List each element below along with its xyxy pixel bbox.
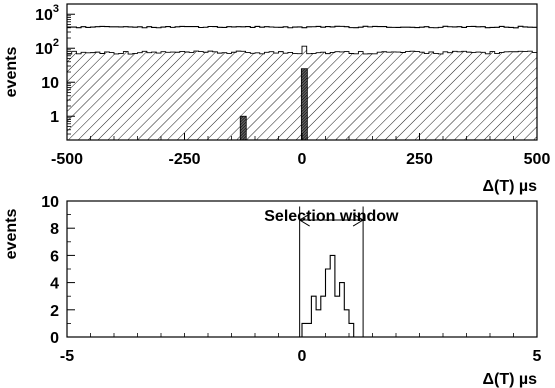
y-tick-label: 103 — [35, 3, 59, 24]
dark-bar — [239, 115, 247, 141]
window-label: Selection window — [264, 208, 399, 225]
bottom-y-axis-label: events — [3, 209, 20, 260]
dark-bar — [300, 68, 308, 141]
y-tick-label: 102 — [35, 37, 59, 58]
histogram-bin — [326, 269, 331, 337]
y-tick-label: 0 — [50, 330, 59, 347]
histogram-bin — [316, 310, 321, 337]
top-x-axis-label: Δ(T) µs — [483, 178, 538, 195]
x-tick-label: 250 — [406, 151, 433, 168]
bottom-x-axis-label: Δ(T) µs — [483, 371, 538, 388]
x-tick-label: 5 — [533, 348, 542, 365]
y-tick-label: 2 — [50, 303, 59, 320]
histogram-bin — [335, 296, 340, 337]
y-tick-label: 8 — [50, 221, 59, 238]
y-tick-label: 4 — [50, 276, 59, 293]
histogram-bin — [349, 323, 354, 337]
histogram-bin — [302, 323, 307, 337]
x-tick-label: 0 — [298, 348, 307, 365]
window-arrow-right-head — [352, 213, 365, 227]
bottom-plot-area — [301, 254, 355, 337]
histogram-bin — [307, 323, 312, 337]
open-histogram — [67, 25, 537, 29]
histogram-bin — [344, 310, 349, 337]
x-tick-label: -5 — [60, 348, 74, 365]
y-tick-label: 1 — [50, 109, 59, 126]
histogram-bin — [340, 283, 345, 337]
x-tick-label: 0 — [298, 151, 307, 168]
selection-window-annotation: Selection window — [264, 206, 399, 337]
histogram-bin — [321, 296, 326, 337]
y-tick-label: 6 — [50, 248, 59, 265]
x-tick-label: 500 — [524, 151, 551, 168]
window-arrow-left-head — [298, 213, 310, 227]
histogram-bin — [311, 296, 316, 337]
histogram-bin — [330, 255, 335, 337]
histogram-outline — [301, 254, 355, 337]
x-tick-label: -250 — [168, 151, 200, 168]
top-y-axis-label: events — [3, 47, 20, 98]
y-tick-label: 10 — [41, 194, 59, 211]
top-plot-area — [66, 25, 538, 141]
y-tick-label: 10 — [41, 75, 59, 92]
x-tick-label: -500 — [51, 151, 83, 168]
